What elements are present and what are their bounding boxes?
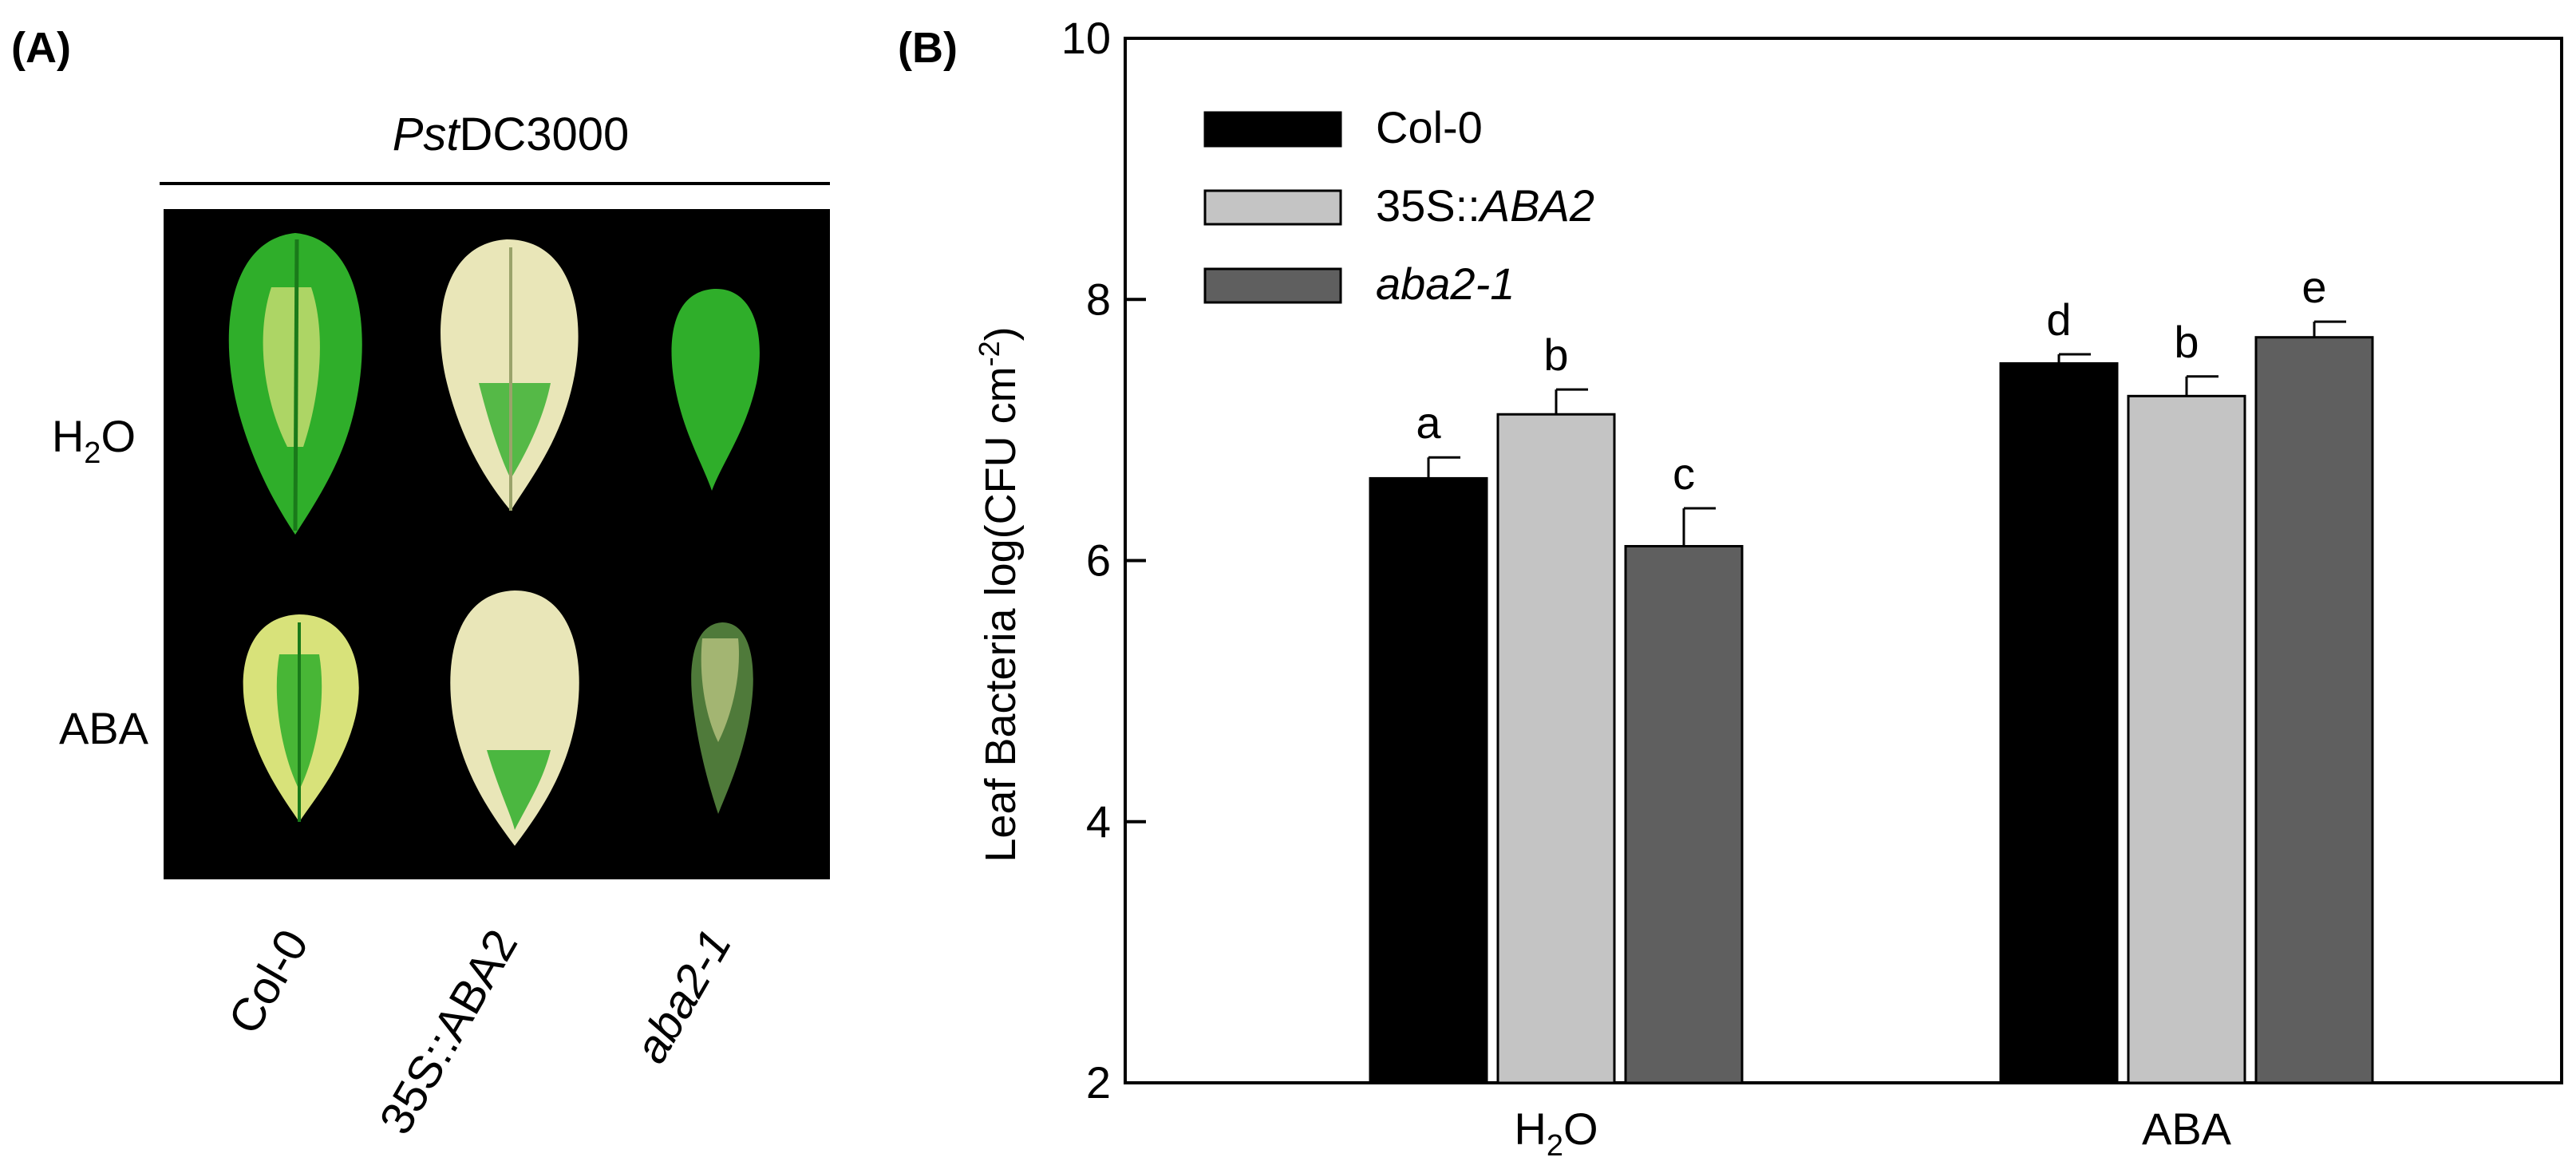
bar — [2127, 394, 2246, 1084]
y-tick-label: 4 — [1086, 796, 1111, 847]
legend-swatch — [1203, 189, 1342, 226]
legend-label: Col-0 — [1376, 102, 1483, 152]
leaf-35s-aba — [450, 590, 579, 846]
y-axis-label: Leaf Bacteria log(CFU cm-2) — [973, 326, 1025, 862]
panel-a-label: (A) — [11, 24, 71, 72]
significance-letter: a — [1416, 397, 1441, 448]
y-tick-label: 8 — [1086, 274, 1111, 324]
legend-swatch — [1203, 111, 1342, 148]
bar — [1624, 545, 1744, 1084]
col-label-col0: Col-0 — [219, 921, 319, 1043]
leaf-aba21-aba — [691, 622, 753, 814]
bar — [2254, 336, 2374, 1084]
significance-letter: c — [1673, 448, 1695, 499]
y-tick-label: 10 — [1061, 13, 1111, 63]
row-label-h2o: H2O — [52, 411, 136, 470]
significance-letter: d — [2046, 294, 2071, 345]
significance-letter: e — [2301, 262, 2326, 312]
col-label-aba21: aba2-1 — [625, 921, 742, 1072]
legend-swatch — [1203, 267, 1342, 304]
panel-a-header: PstDC3000 — [393, 109, 630, 160]
leaf-col0-aba — [243, 614, 359, 822]
bar — [1999, 361, 2119, 1084]
col-label-35s-aba2: 35S::ABA2 — [369, 921, 527, 1143]
bar — [1496, 413, 1616, 1084]
legend-label: 35S::ABA2 — [1376, 180, 1594, 231]
leaf-col0-h2o — [228, 233, 362, 535]
header-prefix: Pst — [393, 109, 462, 160]
significance-letter: b — [1543, 330, 1568, 380]
y-tick-label: 2 — [1086, 1057, 1111, 1108]
row-label-aba: ABA — [59, 703, 149, 753]
leaf-35s-h2o — [441, 239, 579, 511]
legend-label: aba2-1 — [1376, 259, 1515, 309]
x-category-label: H2O — [1514, 1104, 1598, 1163]
leaf-aba21-h2o — [671, 288, 760, 491]
x-category-label: ABA — [2142, 1104, 2232, 1154]
bar — [1369, 476, 1488, 1084]
panel-b-label: (B) — [898, 24, 958, 72]
significance-letter: b — [2174, 317, 2199, 367]
header-suffix: DC3000 — [460, 109, 630, 160]
y-tick-label: 6 — [1086, 535, 1111, 586]
